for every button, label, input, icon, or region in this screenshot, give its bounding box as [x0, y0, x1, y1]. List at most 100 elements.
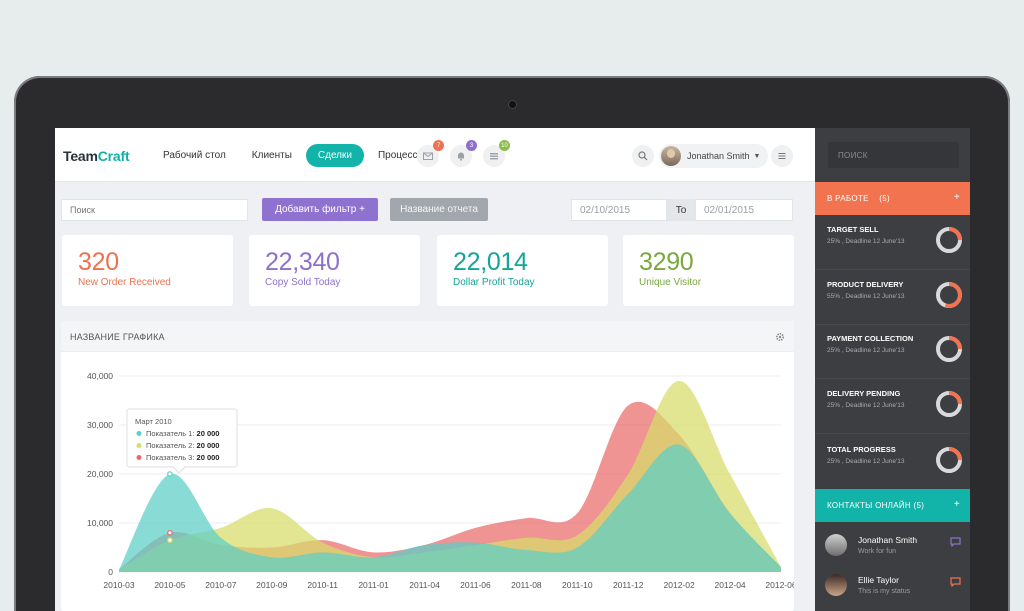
- x-tick-label: 2011-04: [409, 580, 440, 590]
- task-subtitle: 25% , Deadline 12 June'13: [827, 238, 905, 245]
- stat-label: Unique Visitor: [639, 277, 702, 288]
- date-to-input[interactable]: 02/01/2015: [695, 199, 793, 221]
- data-point-marker[interactable]: [167, 471, 173, 477]
- nav-processes[interactable]: Процессы: [377, 150, 425, 161]
- task-title: DELIVERY PENDING: [827, 389, 901, 398]
- app-screen: TeamCraft Рабочий стол Клиенты Сделки Пр…: [55, 128, 970, 611]
- data-point-marker[interactable]: [167, 530, 173, 536]
- mail-button[interactable]: 7: [417, 140, 444, 167]
- logo[interactable]: TeamCraft: [63, 148, 130, 164]
- user-avatar: [661, 146, 681, 166]
- area-series-3[interactable]: [119, 444, 781, 572]
- task-item[interactable]: TARGET SELL 25% , Deadline 12 June'13: [815, 215, 970, 270]
- add-filter-button[interactable]: Добавить фильтр +: [262, 198, 378, 221]
- task-subtitle: 55% , Deadline 12 June'13: [827, 293, 905, 300]
- tasks-button[interactable]: 10: [483, 140, 510, 167]
- mail-icon: [423, 152, 433, 160]
- contact-avatar: [825, 534, 847, 556]
- tooltip-pointer: [171, 466, 187, 474]
- task-title: TOTAL PROGRESS: [827, 445, 896, 454]
- chart-panel: НАЗВАНИЕ ГРАФИКА 0 10,000 20,000 30,000 40,0…: [61, 321, 794, 611]
- search-button[interactable]: [632, 145, 654, 167]
- search-input[interactable]: [61, 199, 248, 221]
- x-tick-label: 2011-01: [358, 580, 389, 590]
- x-tick-label: 2010-09: [256, 580, 287, 590]
- tooltip-row-label: Показатель 3:: [146, 453, 197, 462]
- progress-ring: [936, 227, 962, 253]
- y-tick-label: 40,000: [87, 371, 113, 381]
- add-contact-button[interactable]: +: [953, 499, 960, 510]
- add-task-button[interactable]: +: [953, 192, 960, 203]
- tooltip-row: Показатель 2: 20 000: [146, 441, 219, 450]
- contact-item[interactable]: Jonathan Smith Work for fun: [815, 526, 970, 566]
- area-chart: 0 10,000 20,000 30,000 40,000 2010-03 2010-05 2…: [87, 371, 794, 590]
- nav-dashboard[interactable]: Рабочий стол: [163, 150, 226, 161]
- gear-icon[interactable]: [775, 332, 785, 342]
- tooltip-row-value: 20 000: [197, 453, 220, 462]
- camera-dot: [509, 101, 516, 108]
- contacts-header[interactable]: КОНТАКТЫ ОНЛАЙН (5) +: [815, 489, 970, 522]
- x-tick-label: 2012-06: [765, 580, 794, 590]
- task-item[interactable]: PRODUCT DELIVERY 55% , Deadline 12 June'1…: [815, 270, 970, 325]
- notifications-button[interactable]: 3: [450, 140, 477, 167]
- progress-ring: [936, 336, 962, 362]
- chat-icon[interactable]: [950, 577, 961, 587]
- x-tick-label: 2011-06: [460, 580, 491, 590]
- sidebar-search-input[interactable]: ПОИСК: [828, 142, 959, 168]
- task-subtitle: 25% , Deadline 12 June'13: [827, 402, 905, 409]
- in-work-label: В РАБОТЕ: [827, 194, 869, 203]
- chart-title: НАЗВАНИЕ ГРАФИКА: [61, 321, 794, 352]
- logo-prefix: Team: [63, 148, 98, 164]
- chat-icon[interactable]: [950, 537, 961, 547]
- main-nav: Рабочий стол Клиенты Сделки Процессы: [151, 144, 439, 167]
- task-title: PAYMENT COLLECTION: [827, 334, 914, 343]
- notification-badge: 3: [466, 140, 477, 151]
- stat-label: Dollar Profit Today: [453, 277, 535, 288]
- contact-avatar: [825, 574, 847, 596]
- stat-card-profit: 22,014 Dollar Profit Today: [437, 235, 608, 306]
- task-title: PRODUCT DELIVERY: [827, 280, 904, 289]
- mail-badge: 7: [433, 140, 444, 151]
- stat-label: Copy Sold Today: [265, 277, 341, 288]
- stat-card-copies: 22,340 Copy Sold Today: [249, 235, 420, 306]
- task-title: TARGET SELL: [827, 225, 879, 234]
- progress-ring: [936, 447, 962, 473]
- contact-item[interactable]: Ellie Taylor This is my status: [815, 566, 970, 606]
- x-tick-label: 2012-02: [664, 580, 695, 590]
- date-from-input[interactable]: 02/10/2015: [571, 199, 667, 221]
- progress-ring: [936, 282, 962, 308]
- task-subtitle: 25% , Deadline 12 June'13: [827, 347, 905, 354]
- chevron-down-icon: ▼: [753, 152, 761, 160]
- x-tick-label: 2010-03: [103, 580, 134, 590]
- date-to-label: To: [667, 199, 695, 221]
- x-tick-label: 2010-05: [154, 580, 185, 590]
- menu-button[interactable]: [771, 145, 793, 167]
- task-item[interactable]: DELIVERY PENDING 25% , Deadline 12 June'1…: [815, 379, 970, 434]
- y-tick-label: 20,000: [87, 469, 113, 479]
- tooltip-row-value: 20 000: [197, 441, 220, 450]
- tooltip-swatch: [136, 443, 142, 448]
- contacts-label: КОНТАКТЫ ОНЛАЙН (5): [827, 501, 925, 510]
- logo-accent: Craft: [97, 148, 130, 164]
- nav-deals[interactable]: Сделки: [305, 144, 364, 167]
- list-icon: [490, 153, 498, 160]
- stat-label: New Order Received: [78, 277, 171, 288]
- stat-value: 3290: [639, 248, 694, 276]
- report-name-button[interactable]: Название отчета: [390, 198, 488, 221]
- data-point-marker[interactable]: [167, 537, 173, 543]
- y-tick-label: 0: [108, 567, 113, 577]
- task-item[interactable]: PAYMENT COLLECTION 25% , Deadline 12 June…: [815, 324, 970, 379]
- stat-value: 22,014: [453, 248, 528, 276]
- contact-name: Jonathan Smith: [858, 535, 918, 545]
- user-name: Jonathan Smith: [687, 151, 750, 161]
- y-tick-label: 10,000: [87, 518, 113, 528]
- in-work-header[interactable]: В РАБОТЕ (5) +: [815, 182, 970, 215]
- user-menu[interactable]: Jonathan Smith ▼: [659, 144, 768, 168]
- nav-clients[interactable]: Клиенты: [251, 150, 292, 161]
- in-work-count: (5): [879, 194, 890, 203]
- tooltip-row-label: Показатель 1:: [146, 429, 197, 438]
- x-tick-label: 2011-08: [511, 580, 542, 590]
- task-item[interactable]: TOTAL PROGRESS 25% , Deadline 12 June'13: [815, 435, 970, 490]
- progress-ring: [936, 391, 962, 417]
